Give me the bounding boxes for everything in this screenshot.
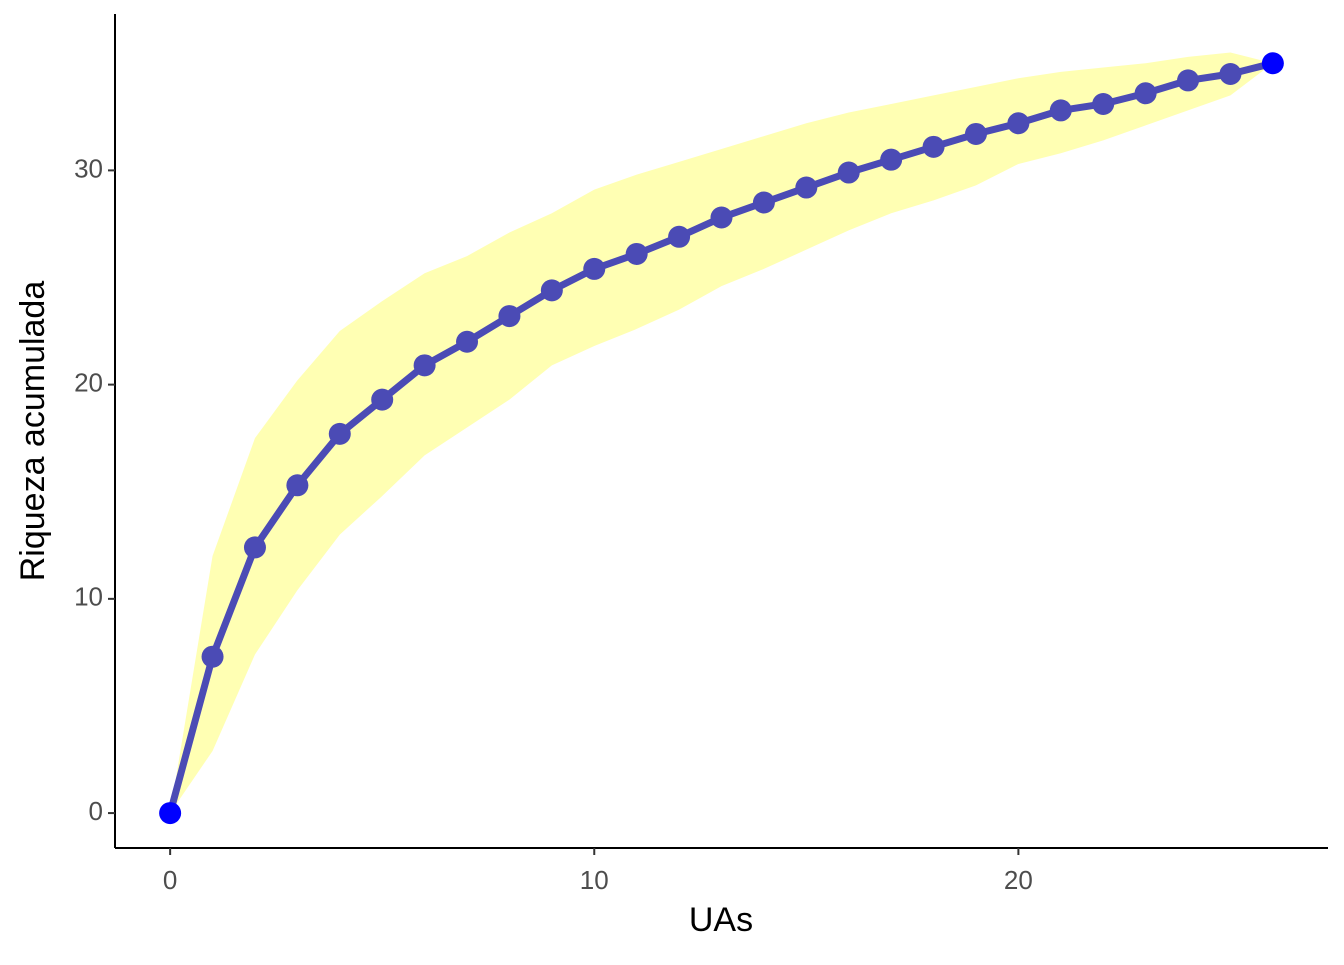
data-point	[456, 330, 479, 353]
data-point	[328, 422, 351, 445]
y-axis-title: Riqueza acumulada	[14, 281, 52, 582]
data-point	[922, 135, 945, 158]
data-point	[1092, 92, 1115, 115]
y-tick-label: 10	[74, 582, 103, 612]
data-point	[710, 206, 733, 229]
data-point	[1007, 112, 1030, 135]
data-point	[795, 176, 818, 199]
data-point	[880, 148, 903, 171]
data-point	[1177, 69, 1200, 92]
x-tick-label: 20	[1004, 865, 1033, 895]
data-point	[1219, 62, 1242, 85]
y-tick-label: 20	[74, 367, 103, 397]
data-point	[540, 279, 563, 302]
data-point	[625, 242, 648, 265]
data-point	[964, 122, 987, 145]
data-point	[1049, 99, 1072, 122]
data-point	[286, 474, 309, 497]
y-tick-label: 0	[89, 796, 103, 826]
data-point	[837, 161, 860, 184]
confidence-band	[170, 52, 1273, 814]
data-point	[1261, 52, 1284, 75]
data-point	[413, 354, 436, 377]
data-point	[201, 645, 224, 668]
data-point	[583, 257, 606, 280]
x-tick-label: 10	[580, 865, 609, 895]
data-point	[498, 305, 521, 328]
data-point	[243, 536, 266, 559]
data-point	[752, 191, 775, 214]
data-point	[668, 225, 691, 248]
data-point	[159, 802, 182, 825]
data-point	[371, 388, 394, 411]
x-tick-label: 0	[163, 865, 177, 895]
y-tick-label: 30	[74, 153, 103, 183]
x-axis-title: UAs	[689, 901, 753, 939]
data-point	[1134, 82, 1157, 105]
